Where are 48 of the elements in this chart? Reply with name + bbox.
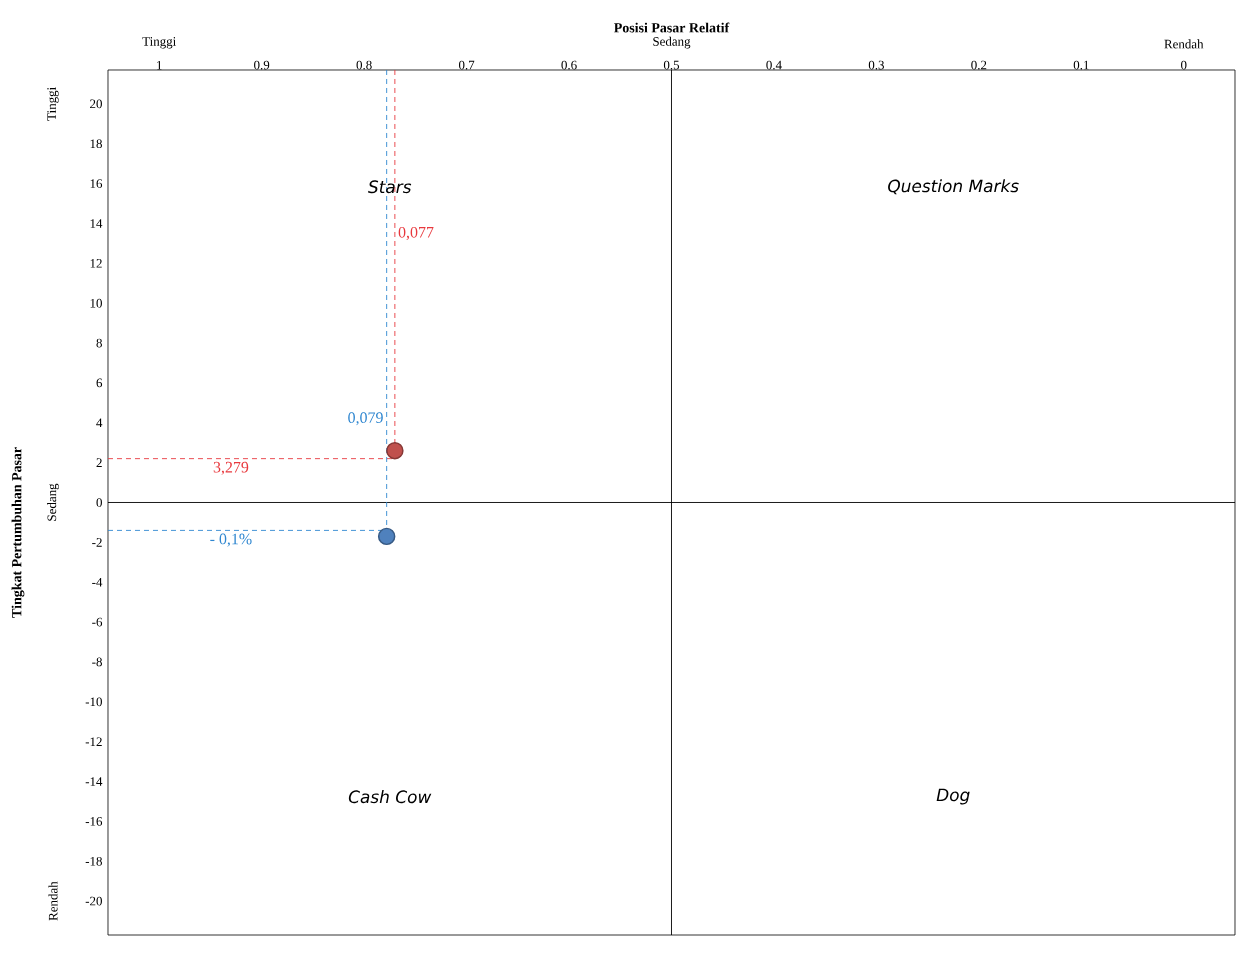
annotation: Cash Cow bbox=[348, 790, 432, 804]
y-tick-label: -6 bbox=[92, 617, 103, 627]
y-tick-label: 16 bbox=[90, 179, 103, 188]
x-tick-label: 0.3 bbox=[868, 60, 884, 70]
x-tick-label: 0 bbox=[1181, 60, 1187, 70]
y-tick-label: -14 bbox=[85, 777, 103, 786]
y-tick-label: -20 bbox=[85, 896, 102, 906]
x-tick-label: 0.4 bbox=[766, 60, 782, 70]
annotation: 3,279 bbox=[213, 461, 249, 475]
annotation: Question Marks bbox=[888, 179, 1019, 195]
x-tick-label: 0.9 bbox=[254, 60, 270, 70]
x-tick-label: 0.6 bbox=[561, 60, 577, 70]
text: Sedang bbox=[47, 483, 59, 521]
text: Rendah bbox=[1164, 39, 1204, 49]
text: Tinggi bbox=[142, 37, 177, 49]
annotation: Dog bbox=[936, 788, 970, 805]
y-tick-label: 18 bbox=[90, 139, 102, 149]
x-tick-label: 0.1 bbox=[1073, 60, 1089, 70]
y-tick-label: 2 bbox=[96, 458, 102, 467]
y-tick-label: -4 bbox=[92, 577, 103, 587]
y-tick-label: 14 bbox=[90, 219, 103, 228]
y-tick-label: 4 bbox=[96, 418, 103, 428]
x-tick-label: 0.8 bbox=[356, 60, 372, 70]
y-tick-label: -2 bbox=[92, 538, 102, 547]
y-tick-label: 10 bbox=[90, 298, 102, 308]
y-tick-label: -10 bbox=[85, 697, 102, 707]
text: Rendah bbox=[48, 881, 58, 921]
x-tick-label: 0.2 bbox=[971, 60, 987, 70]
annotation: - 0,1% bbox=[210, 533, 252, 547]
y-tick-label: -8 bbox=[92, 657, 102, 667]
text: Tinggi bbox=[47, 87, 59, 121]
annotation: 0,077 bbox=[398, 226, 434, 240]
y-tick-label: 0 bbox=[96, 498, 102, 507]
y-tick-label: 8 bbox=[96, 338, 102, 348]
y-tick-label: 20 bbox=[90, 99, 102, 109]
text: Sedang bbox=[653, 36, 691, 49]
annotation: Stars bbox=[368, 180, 412, 194]
annotation: 0,079 bbox=[348, 412, 383, 426]
x-tick-label: 1 bbox=[157, 60, 162, 70]
y-tick-label: -12 bbox=[85, 737, 102, 746]
y-tick-label: 6 bbox=[96, 378, 103, 388]
x-tick-label: 0.5 bbox=[663, 60, 680, 70]
x-tick-label: 0.7 bbox=[458, 60, 475, 70]
y-tick-label: 12 bbox=[90, 259, 102, 268]
x-axis-title: Posisi Pasar Relatif bbox=[614, 22, 730, 33]
y-tick-label: -16 bbox=[85, 817, 103, 826]
y-axis-title: Tingkat Pertumbuhan Pasar bbox=[11, 447, 25, 618]
y-tick-label: -18 bbox=[85, 856, 102, 866]
